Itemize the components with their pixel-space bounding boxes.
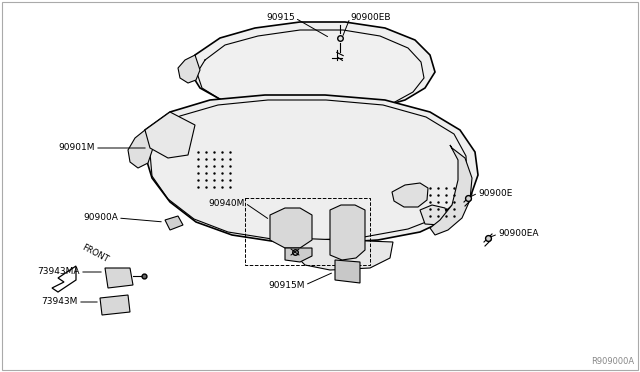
Text: 73943M: 73943M bbox=[42, 298, 78, 307]
Polygon shape bbox=[335, 260, 360, 283]
Polygon shape bbox=[392, 183, 428, 207]
Text: R909000A: R909000A bbox=[591, 357, 634, 366]
Text: 90915: 90915 bbox=[266, 13, 295, 22]
Polygon shape bbox=[430, 145, 472, 235]
Polygon shape bbox=[128, 130, 153, 168]
Text: 73943MA: 73943MA bbox=[38, 267, 80, 276]
Text: 90915M: 90915M bbox=[269, 280, 305, 289]
Polygon shape bbox=[145, 95, 478, 243]
Polygon shape bbox=[270, 208, 312, 248]
Polygon shape bbox=[285, 248, 312, 262]
Text: 90900EB: 90900EB bbox=[350, 13, 390, 22]
Text: 90900E: 90900E bbox=[478, 189, 513, 198]
Text: FRONT: FRONT bbox=[80, 243, 109, 264]
Polygon shape bbox=[290, 238, 393, 270]
Text: 90901M: 90901M bbox=[58, 144, 95, 153]
Polygon shape bbox=[165, 216, 183, 230]
Polygon shape bbox=[145, 112, 195, 158]
Polygon shape bbox=[100, 295, 130, 315]
Text: 90900EA: 90900EA bbox=[498, 230, 538, 238]
Text: 90900A: 90900A bbox=[83, 214, 118, 222]
Polygon shape bbox=[52, 266, 76, 292]
Polygon shape bbox=[105, 268, 133, 288]
Text: 90940M: 90940M bbox=[209, 199, 245, 208]
Polygon shape bbox=[178, 55, 200, 83]
Polygon shape bbox=[420, 205, 448, 225]
Polygon shape bbox=[330, 205, 365, 260]
Polygon shape bbox=[190, 22, 435, 115]
